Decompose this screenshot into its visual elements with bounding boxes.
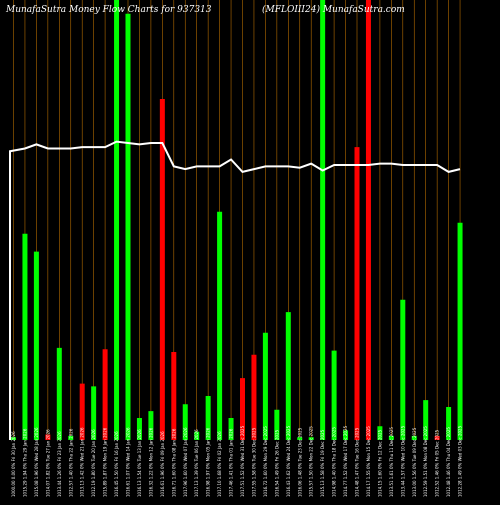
bar-up (457, 222, 463, 440)
x-tick-label: 1016.32 1.22 0% Mon 12 Jan 2026 (148, 427, 153, 497)
x-tick-label: 1014.98 1.40 0% Thu 18 Dec 2025 (332, 427, 337, 497)
bar-up (68, 435, 74, 440)
bar-up (217, 211, 223, 440)
bar-up (114, 0, 120, 440)
x-tick-label: 1017.46 1.41 0% Thu 01 Jan 2026 (229, 428, 234, 497)
bar-down (79, 383, 85, 440)
bar-up (22, 233, 28, 440)
bar-up (136, 418, 142, 440)
bar-up (308, 437, 314, 440)
bar-up (148, 411, 154, 440)
x-tick-label: 1012.48 1.46 0% Thu 04 Dec 2025 (446, 427, 451, 497)
bar-up (377, 426, 383, 440)
x-tick-label: 1017.13 1.39 0% Tue 06 Jan 2026 (194, 429, 199, 497)
chart-title-left: MunafaSutra Money Flow Charts for 937313 (5, 5, 212, 15)
bar-down (171, 352, 177, 440)
bar-down (159, 99, 165, 440)
x-tick-label: 1000.00 0.00 0% Fri 30 Jan 2026 (11, 431, 16, 497)
x-tick-label: 1012.57 1.40 0% Thu 22 Jan 2026 (68, 428, 73, 497)
x-tick-label: 1014.07 1.82 0% Tue 27 Jan 2026 (45, 429, 50, 497)
x-tick-label: 1016.45 1.50 0% Fri 16 Jan 2026 (114, 431, 119, 497)
bar-down (240, 378, 245, 440)
x-tick-label: 1016.98 1.97 0% Mon 05 Jan 2026 (206, 427, 211, 497)
price-line-series (9, 140, 461, 440)
x-tick-label: 1016.72 1.60 0% Mon 29 Dec 2025 (263, 426, 268, 497)
x-tick-label: 1014.48 1.47 0% Tue 16 Dec 2025 (355, 427, 360, 497)
x-axis-labels: 1000.00 0.00 0% Fri 30 Jan 2026 1015.29 1… (11, 425, 463, 497)
bar-down (102, 349, 108, 440)
x-tick-label: 1014.15 1.60 0% Fri 12 Dec 2025 (377, 429, 382, 497)
chart-title-right: (MFLOIII24) MunafaSutra.com (262, 4, 405, 15)
bar-up (297, 437, 303, 440)
x-tick-label: 1013.51 1.61 0% Thu 11 Dec 2025 (389, 427, 394, 497)
bar-up (285, 312, 291, 440)
x-tick-label: 1016.13 1.54 0% Tue 13 Jan 2026 (137, 429, 142, 497)
bar-up (446, 407, 452, 440)
x-tick-label: 1015.13 1.58 0% Fri 19 Dec 2025 (320, 429, 325, 497)
bar-up (11, 437, 16, 440)
bar-down (365, 0, 371, 440)
bar-up (343, 430, 349, 440)
bar-up (400, 299, 406, 440)
x-tick-label: 1013.00 1.56 0% Tue 09 Dec 2025 (412, 427, 417, 497)
x-tick-label: 1012.52 1.46 0% Fri 05 Dec 2025 (435, 429, 440, 497)
x-tick-label: 1017.96 1.60 0% Wed 07 Jan 2026 (183, 427, 188, 497)
bar-series (11, 0, 463, 440)
x-tick-label: 1014.17 1.55 0% Mon 15 Dec 2025 (366, 426, 371, 497)
x-tick-label: 1013.44 1.26 0% Fri 23 Jan 2026 (57, 431, 62, 497)
bar-up (125, 13, 131, 440)
x-tick-label: 1016.43 1.62 0% Wed 24 Dec 2025 (286, 425, 291, 497)
price-line (9, 140, 461, 440)
x-tick-label: 1016.06 1.48 0% Tue 23 Dec 2025 (297, 427, 302, 497)
bar-down (45, 434, 51, 440)
x-tick-label: 1017.55 1.58 0% Tue 30 Dec 2025 (251, 427, 256, 497)
bar-up (331, 350, 337, 440)
bar-down (434, 435, 440, 440)
x-tick-label: 1012.59 1.51 0% Mon 08 Dec 2025 (423, 426, 428, 497)
x-tick-label: 1014.77 1.52 0% Wed 17 Dec 2025 (343, 425, 348, 497)
x-tick-label: 1015.08 1.96 0% Wed 28 Jan 2026 (34, 427, 39, 497)
x-tick-label: 1013.13 1.42 0% Wed 21 Jan 2026 (80, 427, 85, 497)
x-tick-label: 1016.61 1.96 0% Fri 09 Jan 2026 (160, 431, 165, 497)
x-tick-label: 1017.51 1.52 0% Wed 31 Dec 2025 (240, 425, 245, 497)
bar-up (274, 409, 280, 440)
x-tick-label: 1016.61 1.07 0% Wed 14 Jan 2026 (126, 427, 131, 497)
x-tick-label: 1015.89 1.87 0% Mon 19 Jan 2026 (103, 427, 108, 497)
bar-up (411, 435, 417, 440)
bar-up (320, 0, 326, 440)
x-tick-label: 1013.44 1.57 0% Wed 10 Dec 2025 (400, 425, 405, 497)
bar-up (182, 404, 188, 440)
bar-up (205, 396, 211, 440)
x-tick-label: 1016.54 1.49 0% Fri 26 Dec 2025 (274, 429, 279, 497)
bar-up (194, 431, 200, 440)
x-tick-label: 1012.19 1.80 0% Tue 20 Jan 2026 (91, 429, 96, 497)
bar-up (423, 400, 429, 440)
x-tick-label: 1017.10 1.68 0% Fri 02 Jan 2026 (217, 431, 222, 497)
bar-up (56, 347, 62, 440)
bar-up (33, 251, 39, 440)
bar-down (354, 147, 360, 440)
x-tick-label: 1015.29 1.94 0% Thu 29 Jan 2026 (22, 428, 27, 497)
bar-up (91, 386, 97, 440)
x-tick-label: 1016.71 1.60 0% Thu 08 Jan 2026 (171, 428, 176, 497)
bar-up (228, 418, 234, 440)
x-tick-label: 1012.28 1.49 0% Wed 03 Dec 2025 (458, 425, 463, 497)
bar-up (388, 435, 394, 440)
x-tick-label: 1015.57 1.50 0% Mon 22 Dec 2025 (309, 426, 314, 497)
bar-down (251, 354, 257, 440)
bar-up (262, 332, 268, 440)
